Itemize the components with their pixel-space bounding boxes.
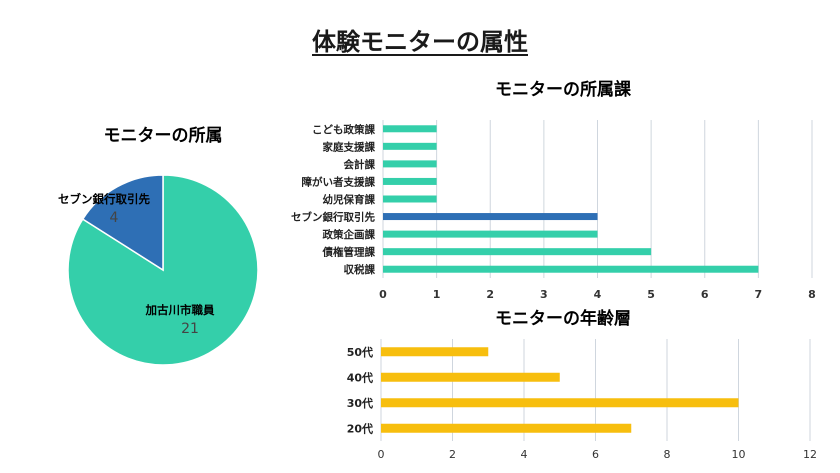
age-chart-x-tick-label: 2	[449, 448, 456, 461]
pie-label-1-value: 21	[181, 321, 199, 337]
dept-chart-x-tick-label: 5	[647, 288, 655, 301]
pie-slice-2	[81, 174, 164, 272]
pie-label-1: 加古川市職員	[145, 303, 215, 317]
dept-chart-category-label: 障がい者支援課	[302, 175, 376, 188]
dept-chart-x-tick-label: 3	[540, 288, 548, 301]
main-title: 体験モニターの属性	[0, 22, 840, 57]
dept-chart-bar	[383, 248, 652, 256]
pie-chart-title: モニターの所属	[104, 126, 223, 146]
dept-chart-bar	[383, 142, 437, 150]
age-chart-x-tick-label: 4	[521, 448, 528, 461]
dept-chart-category-label: こども政策課	[312, 123, 375, 136]
age-chart-category-label: 40代	[347, 370, 373, 384]
age-chart-bar	[381, 398, 739, 408]
age-chart-category-label: 20代	[347, 421, 373, 435]
dept-chart-bar	[383, 230, 598, 238]
dept-chart-category-label: 債権管理課	[322, 246, 376, 259]
dept-chart-category-label: 幼児保育課	[323, 193, 376, 206]
dept-chart-x-tick-label: 1	[433, 288, 441, 301]
age-chart-title: モニターの年齢層	[495, 308, 631, 329]
age-chart-x-tick-label: 12	[803, 448, 817, 461]
dept-chart-category-label: 収税課	[344, 263, 376, 276]
dept-chart-category-label: 政策企画課	[323, 228, 376, 241]
dept-chart-x-tick-label: 8	[808, 288, 816, 301]
dept-chart-title: モニターの所属課	[495, 79, 632, 100]
pie-label-2: セブン銀行取引先	[58, 192, 150, 206]
dept-chart-x-tick-label: 7	[755, 288, 763, 301]
dept-chart-x-tick-label: 6	[701, 288, 709, 301]
dept-chart-category-label: セブン銀行取引先	[291, 211, 375, 224]
dept-chart-bar	[383, 213, 598, 221]
age-chart-category-label: 50代	[347, 345, 373, 359]
age-chart-bar	[381, 423, 632, 433]
age-chart-category-label: 30代	[347, 396, 373, 410]
dept-chart-x-tick-label: 4	[594, 288, 602, 301]
dept-chart-bar	[383, 160, 437, 168]
dept-chart-bar	[383, 125, 437, 133]
age-chart-x-tick-label: 0	[378, 448, 385, 461]
age-chart-x-tick-label: 6	[592, 448, 599, 461]
age-chart-bar	[381, 372, 560, 382]
age-chart-x-tick-label: 8	[664, 448, 671, 461]
pie-label-2-value: 4	[110, 210, 119, 226]
age-chart-x-tick-label: 10	[732, 448, 746, 461]
dept-chart-category-label: 会計課	[344, 158, 376, 171]
dept-chart-category-label: 家庭支援課	[323, 140, 376, 153]
dept-chart-bar	[383, 195, 437, 203]
dept-chart-bar	[383, 177, 437, 185]
dept-chart-bar	[383, 265, 759, 273]
dept-chart-x-tick-label: 0	[379, 288, 387, 301]
main-title-text: 体験モニターの属性	[312, 28, 528, 56]
age-chart-bar	[381, 347, 489, 357]
dept-chart-x-tick-label: 2	[486, 288, 494, 301]
